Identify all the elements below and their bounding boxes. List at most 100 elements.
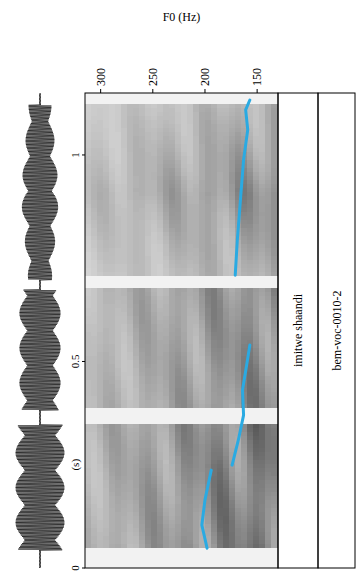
spectrogram-cell (235, 368, 241, 372)
spectrogram-cell (91, 296, 97, 300)
spectrogram-cell (103, 500, 109, 504)
spectrogram-cell (133, 312, 139, 316)
spectrogram-cell (217, 340, 223, 344)
spectrogram-cell (145, 304, 151, 308)
spectrogram-cell (187, 380, 193, 384)
spectrogram-cell (151, 340, 157, 344)
spectrogram-cell (217, 464, 223, 468)
spectrogram-cell (205, 360, 211, 364)
spectrogram-cell (169, 472, 175, 476)
spectrogram-cell (157, 364, 163, 368)
spectrogram-cell (265, 532, 271, 536)
spectrogram-cell (151, 376, 157, 380)
spectrogram-cell (235, 492, 241, 496)
spectrogram-cell (121, 344, 127, 348)
spectrogram-cell (103, 440, 109, 444)
spectrogram-cell (175, 364, 181, 368)
spectrogram-cell (85, 508, 91, 512)
spectrogram-cell (229, 488, 235, 492)
spectrogram-cell (109, 324, 115, 328)
spectrogram-cell (145, 448, 151, 452)
spectrogram-cell (109, 480, 115, 484)
spectrogram-cell (253, 336, 259, 340)
spectrogram-cell (211, 364, 217, 368)
spectrogram-cell (103, 488, 109, 492)
spectrogram-cell (211, 308, 217, 312)
spectrogram-cell (145, 476, 151, 480)
spectrogram-cell (235, 380, 241, 384)
spectrogram-cell (217, 396, 223, 400)
spectrogram-cell (175, 360, 181, 364)
spectrogram-cell (265, 520, 271, 524)
spectrogram-cell (163, 380, 169, 384)
spectrogram-cell (247, 368, 253, 372)
spectrogram-cell (205, 304, 211, 308)
spectrogram-cell (145, 504, 151, 508)
spectrogram-cell (211, 348, 217, 352)
spectrogram-cell (205, 524, 211, 528)
spectrogram-cell (91, 400, 97, 404)
spectrogram-cell (271, 392, 277, 396)
spectrogram-cell (253, 520, 259, 524)
spectrogram-cell (265, 324, 271, 328)
spectrogram-cell (121, 356, 127, 360)
spectrogram-cell (271, 384, 277, 388)
spectrogram-cell (175, 436, 181, 440)
spectrogram-cell (199, 324, 205, 328)
spectrogram-cell (97, 472, 103, 476)
spectrogram-cell (271, 460, 277, 464)
spectrogram-cell (199, 404, 205, 408)
spectrogram-cell (253, 496, 259, 500)
spectrogram-cell (109, 364, 115, 368)
spectrogram-cell (103, 312, 109, 316)
spectrogram-cell (223, 440, 229, 444)
spectrogram-cell (97, 308, 103, 312)
spectrogram-cell (103, 460, 109, 464)
spectrogram-cell (217, 448, 223, 452)
spectrogram-cell (85, 372, 91, 376)
spectrogram-cell (109, 296, 115, 300)
spectrogram-cell (181, 524, 187, 528)
spectrogram-cell (211, 444, 217, 448)
spectrogram-cell (211, 352, 217, 356)
spectrogram-cell (217, 452, 223, 456)
spectrogram-cell (271, 508, 277, 512)
spectrogram-cell (169, 536, 175, 540)
spectrogram-cell (217, 432, 223, 436)
spectrogram-cell (103, 360, 109, 364)
spectrogram-cell (181, 492, 187, 496)
spectrogram-cell (85, 424, 91, 428)
spectrogram-cell (139, 396, 145, 400)
spectrogram-cell (181, 440, 187, 444)
spectrogram-cell (175, 484, 181, 488)
spectrogram-cell (181, 328, 187, 332)
spectrogram-cell (217, 520, 223, 524)
spectrogram-cell (109, 320, 115, 324)
spectrogram-cell (259, 524, 265, 528)
spectrogram-cell (109, 332, 115, 336)
spectrogram-cell (169, 524, 175, 528)
spectrogram-cell (163, 532, 169, 536)
spectrogram-cell (187, 424, 193, 428)
spectrogram-cell (97, 320, 103, 324)
spectrogram-cell (163, 544, 169, 548)
spectrogram-cell (271, 504, 277, 508)
spectrogram-cell (115, 336, 121, 340)
spectrogram-cell (259, 320, 265, 324)
spectrogram-cell (265, 292, 271, 296)
spectrogram-cell (247, 324, 253, 328)
spectrogram-cell (175, 520, 181, 524)
spectrogram-cell (91, 368, 97, 372)
spectrogram-cell (175, 452, 181, 456)
spectrogram-cell (187, 492, 193, 496)
spectrogram-cell (223, 296, 229, 300)
spectrogram-cell (271, 512, 277, 516)
spectrogram-cell (145, 400, 151, 404)
spectrogram-cell (103, 476, 109, 480)
spectrogram-cell (91, 344, 97, 348)
spectrogram-cell (115, 372, 121, 376)
spectrogram-cell (193, 356, 199, 360)
spectrogram-cell (145, 364, 151, 368)
spectrogram-cell (109, 300, 115, 304)
spectrogram-cell (85, 488, 91, 492)
